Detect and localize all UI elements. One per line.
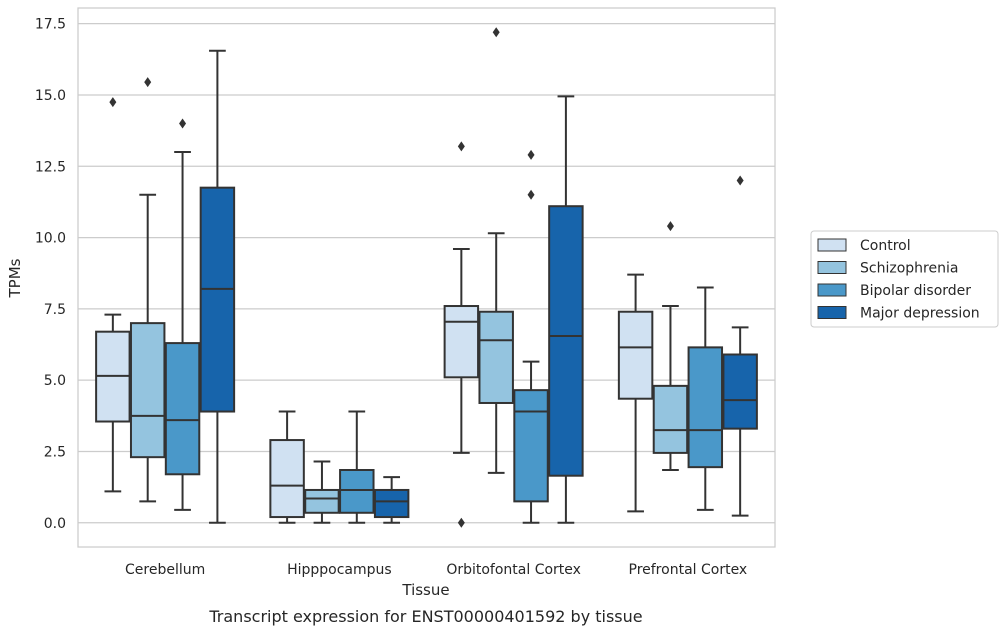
outlier-point (666, 221, 674, 232)
box-schizophrenia (652, 221, 689, 471)
box-major-depression (373, 476, 410, 524)
legend-swatch (817, 306, 847, 319)
x-tick-label: Prefrontal Cortex (629, 562, 748, 578)
box-schizophrenia (478, 27, 514, 474)
outlier-point (179, 118, 187, 129)
box-iqr (513, 389, 549, 503)
box-iqr (617, 310, 654, 400)
x-tick-label: Hipppocampus (287, 562, 392, 578)
y-tick-label: 17.5 (35, 17, 66, 33)
outlier-point (527, 189, 535, 200)
box-iqr (164, 342, 201, 476)
x-tick-label: Cerebellum (125, 562, 205, 578)
box-iqr (304, 488, 340, 514)
legend-label: Major depression (860, 306, 980, 322)
box-schizophrenia (129, 77, 166, 503)
box-iqr (339, 469, 375, 514)
legend-frame (810, 230, 999, 328)
outlier-point (492, 27, 500, 38)
box-iqr (373, 488, 410, 519)
outlier-point (527, 149, 535, 160)
box-iqr (722, 353, 758, 430)
legend-swatch (817, 261, 847, 274)
box-iqr (269, 439, 305, 519)
y-tick-label: 10.0 (35, 231, 66, 247)
box-bipolar-disorder (687, 286, 724, 511)
legend-label: Bipolar disorder (860, 283, 971, 299)
box-iqr (443, 305, 480, 379)
box-control (95, 97, 131, 493)
box-iqr (129, 322, 166, 459)
outlier-point (109, 97, 117, 108)
legend: Control Schizophrenia Bipolar disorder Majo… (810, 230, 999, 328)
y-axis-title: TPMs (6, 258, 24, 298)
x-axis-title: Tissue (401, 581, 449, 599)
y-tick-label: 15.0 (35, 88, 66, 104)
legend-swatch (817, 238, 847, 252)
box-control (269, 410, 305, 524)
box-iqr (478, 310, 514, 404)
box-bipolar-disorder (339, 410, 375, 524)
box-control (443, 141, 480, 528)
outlier-point (736, 175, 744, 186)
box-iqr (652, 384, 689, 454)
box-bipolar-disorder (513, 149, 549, 524)
outlier-point (144, 77, 152, 88)
box-iqr (199, 186, 236, 413)
outlier-point (457, 141, 465, 152)
x-tick-labels: Cerebellum Hipppocampus Orbitofontal Corte… (125, 562, 747, 578)
box-major-depression (722, 175, 758, 517)
outlier-point (457, 517, 465, 528)
legend-swatch (817, 283, 847, 297)
box-major-depression (199, 49, 236, 524)
box-control (617, 273, 654, 513)
box-groups (95, 27, 758, 528)
y-tick-label: 12.5 (35, 159, 66, 175)
x-tick-label: Orbitofontal Cortex (446, 562, 581, 578)
y-tick-label: 2.5 (44, 444, 66, 460)
y-tick-label: 0.0 (44, 516, 66, 532)
plot-frame (77, 7, 776, 548)
legend-label: Control (860, 238, 911, 254)
y-tick-label: 7.5 (44, 302, 66, 318)
figure-caption: Transcript expression for ENST0000040159… (208, 607, 642, 626)
y-tick-labels: 0.0 2.5 5.0 7.5 10.0 12.5 15.0 17.5 (35, 17, 66, 532)
box-schizophrenia (304, 460, 340, 524)
legend-label: Schizophrenia (860, 261, 958, 277)
box-major-depression (548, 95, 584, 524)
y-tick-label: 5.0 (44, 373, 66, 389)
box-bipolar-disorder (164, 118, 201, 511)
box-iqr (687, 346, 724, 469)
box-iqr (548, 205, 584, 477)
